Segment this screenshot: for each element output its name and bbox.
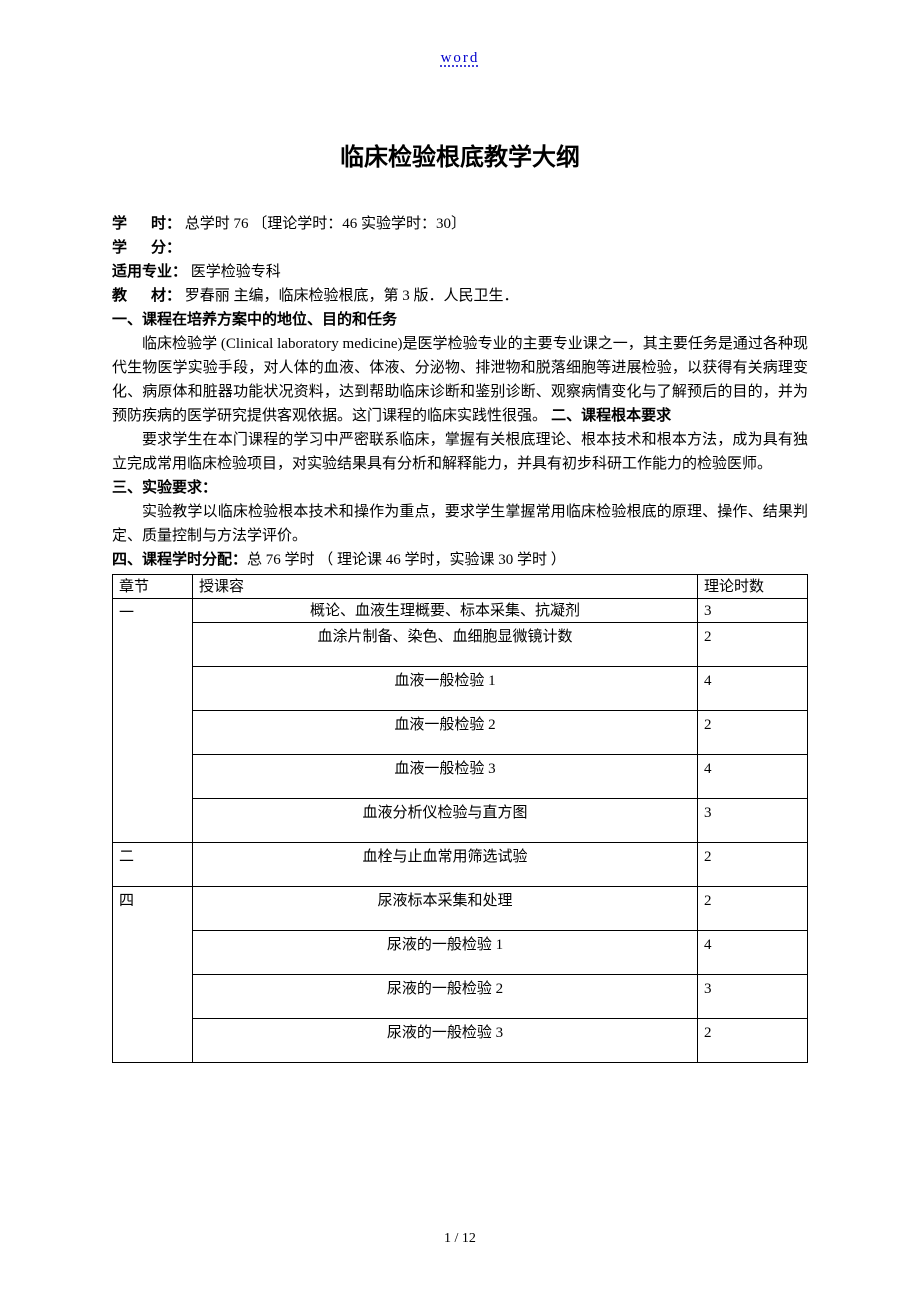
- cell-hours: 4: [698, 931, 808, 975]
- meta-major: 适用专业： 医学检验专科: [112, 260, 808, 284]
- section-4-tail: 总 76 学时 （ 理论课 46 学时，实验课 30 学时 ）: [247, 552, 566, 568]
- cell-chapter: 四: [113, 887, 193, 1063]
- meta-hours: 学时： 总学时 76 〔理论学时：46 实验学时：30〕: [112, 212, 808, 236]
- cell-content: 血液一般检验 2: [193, 711, 698, 755]
- section-3-heading: 三、实验要求：: [112, 476, 808, 500]
- cell-content: 血涂片制备、染色、血细胞显微镜计数: [193, 623, 698, 667]
- schedule-table: 章节 授课容 理论时数 一 概论、血液生理概要、标本采集、抗凝剂 3 血涂片制备…: [112, 574, 808, 1063]
- table-row: 一 概论、血液生理概要、标本采集、抗凝剂 3: [113, 599, 808, 623]
- table-row: 尿液的一般检验 3 2: [113, 1019, 808, 1063]
- cell-content: 血液一般检验 1: [193, 667, 698, 711]
- meta-credit-label2: 分：: [151, 239, 181, 256]
- meta-major-value: 医学检验专科: [191, 264, 281, 280]
- section-3-body: 实验教学以临床检验根本技术和操作为重点，要求学生掌握常用临床检验根底的原理、操作…: [112, 500, 808, 548]
- table-row: 四 尿液标本采集和处理 2: [113, 887, 808, 931]
- cell-hours: 2: [698, 623, 808, 667]
- meta-credit-label: 学: [112, 239, 151, 256]
- meta-textbook-label2: 材：: [151, 287, 181, 304]
- cell-content: 概论、血液生理概要、标本采集、抗凝剂: [193, 599, 698, 623]
- cell-chapter: 一: [113, 599, 193, 843]
- meta-major-label: 适用专业：: [112, 263, 187, 280]
- section-1-body-wrap: 临床检验学 (Clinical laboratory medicine)是医学检…: [112, 332, 808, 428]
- section-1-heading: 一、课程在培养方案中的地位、目的和任务: [112, 308, 808, 332]
- section-4-heading: 四、课程学时分配：: [112, 551, 247, 568]
- cell-hours: 4: [698, 755, 808, 799]
- meta-hours-label2: 时：: [151, 215, 181, 232]
- header-link: word: [112, 50, 808, 67]
- cell-hours: 2: [698, 711, 808, 755]
- cell-hours: 4: [698, 667, 808, 711]
- cell-content: 尿液的一般检验 1: [193, 931, 698, 975]
- cell-hours: 2: [698, 1019, 808, 1063]
- table-header-row: 章节 授课容 理论时数: [113, 575, 808, 599]
- table-row: 血液一般检验 3 4: [113, 755, 808, 799]
- th-chapter: 章节: [113, 575, 193, 599]
- cell-chapter: 二: [113, 843, 193, 887]
- meta-credit: 学分：: [112, 236, 808, 260]
- meta-textbook-label: 教: [112, 287, 151, 304]
- cell-content: 血栓与止血常用筛选试验: [193, 843, 698, 887]
- cell-content: 血液一般检验 3: [193, 755, 698, 799]
- cell-content: 尿液的一般检验 3: [193, 1019, 698, 1063]
- table-row: 血液分析仪检验与直方图 3: [113, 799, 808, 843]
- th-content: 授课容: [193, 575, 698, 599]
- section-1-body: 临床检验学 (Clinical laboratory medicine)是医学检…: [112, 336, 808, 424]
- page-footer: 1 / 12: [0, 1231, 920, 1247]
- cell-content: 血液分析仪检验与直方图: [193, 799, 698, 843]
- meta-textbook-value: 罗春丽 主编，临床检验根底，第 3 版．人民卫生．: [185, 288, 519, 304]
- cell-hours: 2: [698, 843, 808, 887]
- cell-content: 尿液标本采集和处理: [193, 887, 698, 931]
- cell-hours: 3: [698, 975, 808, 1019]
- page-title: 临床检验根底教学大纲: [112, 137, 808, 172]
- th-hours: 理论时数: [698, 575, 808, 599]
- cell-hours: 3: [698, 599, 808, 623]
- table-row: 血涂片制备、染色、血细胞显微镜计数 2: [113, 623, 808, 667]
- meta-textbook: 教材： 罗春丽 主编，临床检验根底，第 3 版．人民卫生．: [112, 284, 808, 308]
- meta-hours-label: 学: [112, 215, 151, 232]
- meta-hours-value: 总学时 76 〔理论学时：46 实验学时：30〕: [185, 216, 466, 232]
- cell-content: 尿液的一般检验 2: [193, 975, 698, 1019]
- table-row: 二 血栓与止血常用筛选试验 2: [113, 843, 808, 887]
- cell-hours: 2: [698, 887, 808, 931]
- table-row: 尿液的一般检验 1 4: [113, 931, 808, 975]
- cell-hours: 3: [698, 799, 808, 843]
- table-row: 血液一般检验 2 2: [113, 711, 808, 755]
- table-row: 尿液的一般检验 2 3: [113, 975, 808, 1019]
- section-4-line: 四、课程学时分配：总 76 学时 （ 理论课 46 学时，实验课 30 学时 ）: [112, 548, 808, 572]
- section-2-body: 要求学生在本门课程的学习中严密联系临床，掌握有关根底理论、根本技术和根本方法，成…: [112, 428, 808, 476]
- table-row: 血液一般检验 1 4: [113, 667, 808, 711]
- section-2-heading: 二、课程根本要求: [547, 407, 671, 424]
